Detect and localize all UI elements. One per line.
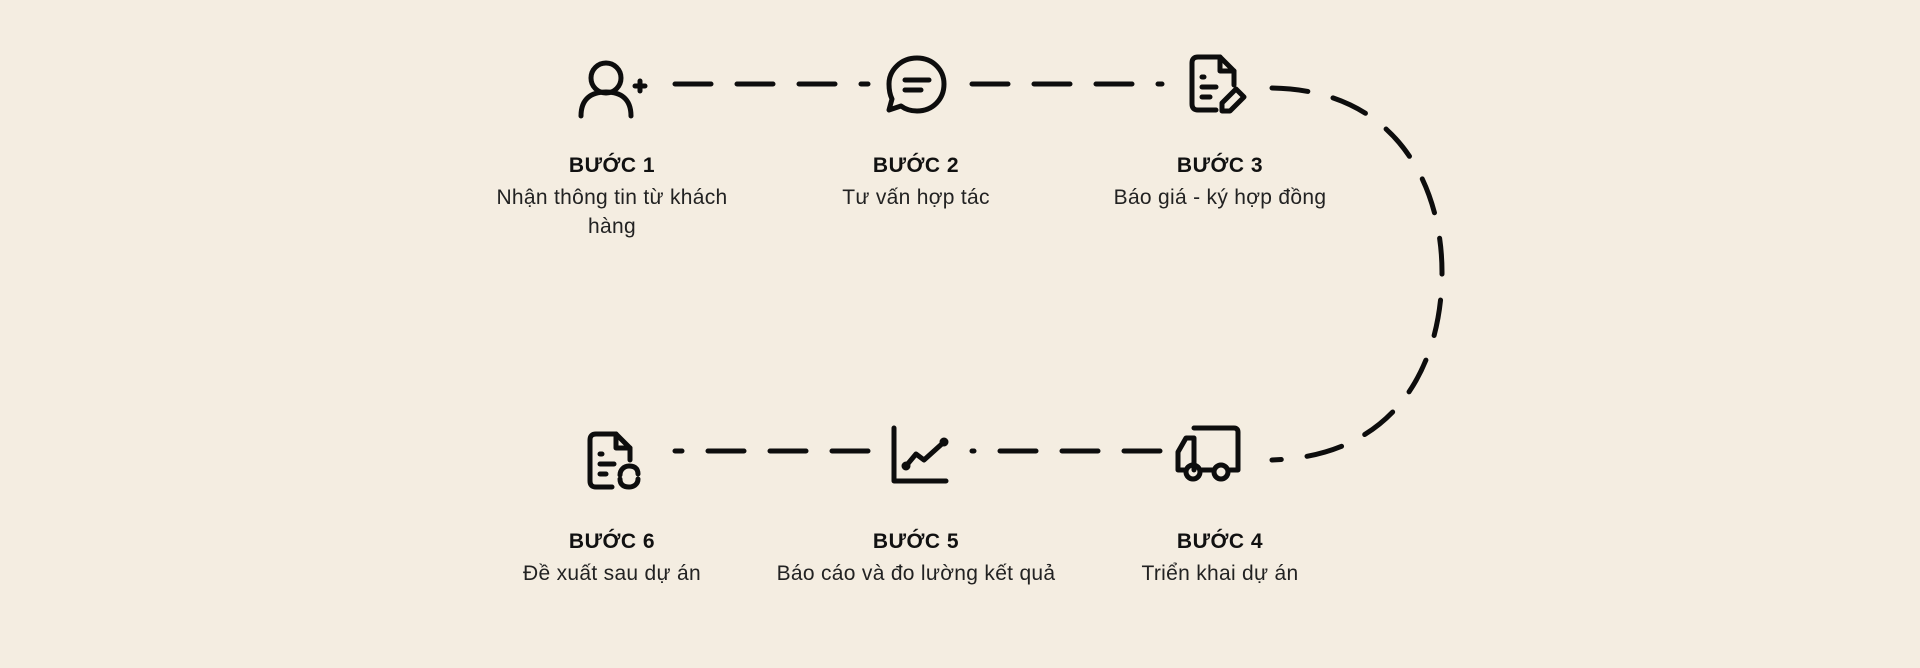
step-1-description: Nhận thông tin từ khách hàng	[496, 186, 728, 238]
step-5: BƯỚC 5 Báo cáo và đo lường kết quả	[776, 529, 1056, 588]
step-2-title: BƯỚC 2	[872, 154, 960, 177]
step-2: BƯỚC 2 Tư vấn hợp tác	[776, 153, 1056, 212]
user-plus-icon	[578, 60, 648, 119]
step-6: BƯỚC 6 Đề xuất sau dự án	[472, 529, 752, 588]
document-refresh-icon	[587, 431, 641, 490]
message-icon	[886, 55, 947, 114]
step-5-title: BƯỚC 5	[872, 530, 960, 553]
step-4-title: BƯỚC 4	[1176, 530, 1264, 553]
step-3-description: Báo giá - ký hợp đồng	[1113, 186, 1327, 209]
step-1-title: BƯỚC 1	[568, 154, 656, 177]
step-5-description: Báo cáo và đo lường kết quả	[776, 562, 1056, 585]
step-6-description: Đề xuất sau dự án	[523, 562, 701, 585]
step-6-title: BƯỚC 6	[568, 530, 656, 553]
step-3-title: BƯỚC 3	[1176, 154, 1264, 177]
step-3: BƯỚC 3 Báo giá - ký hợp đồng	[1080, 153, 1360, 212]
step-4-description: Triển khai dự án	[1141, 562, 1299, 585]
connector-3-4	[1269, 85, 1445, 463]
step-2-description: Tư vấn hợp tác	[842, 186, 990, 209]
step-1: BƯỚC 1 Nhận thông tin từ khách hàng	[472, 153, 752, 241]
truck-icon	[1175, 425, 1241, 482]
step-4: BƯỚC 4 Triển khai dự án	[1080, 529, 1360, 588]
document-edit-icon	[1189, 54, 1247, 114]
chart-line-icon	[891, 425, 949, 484]
